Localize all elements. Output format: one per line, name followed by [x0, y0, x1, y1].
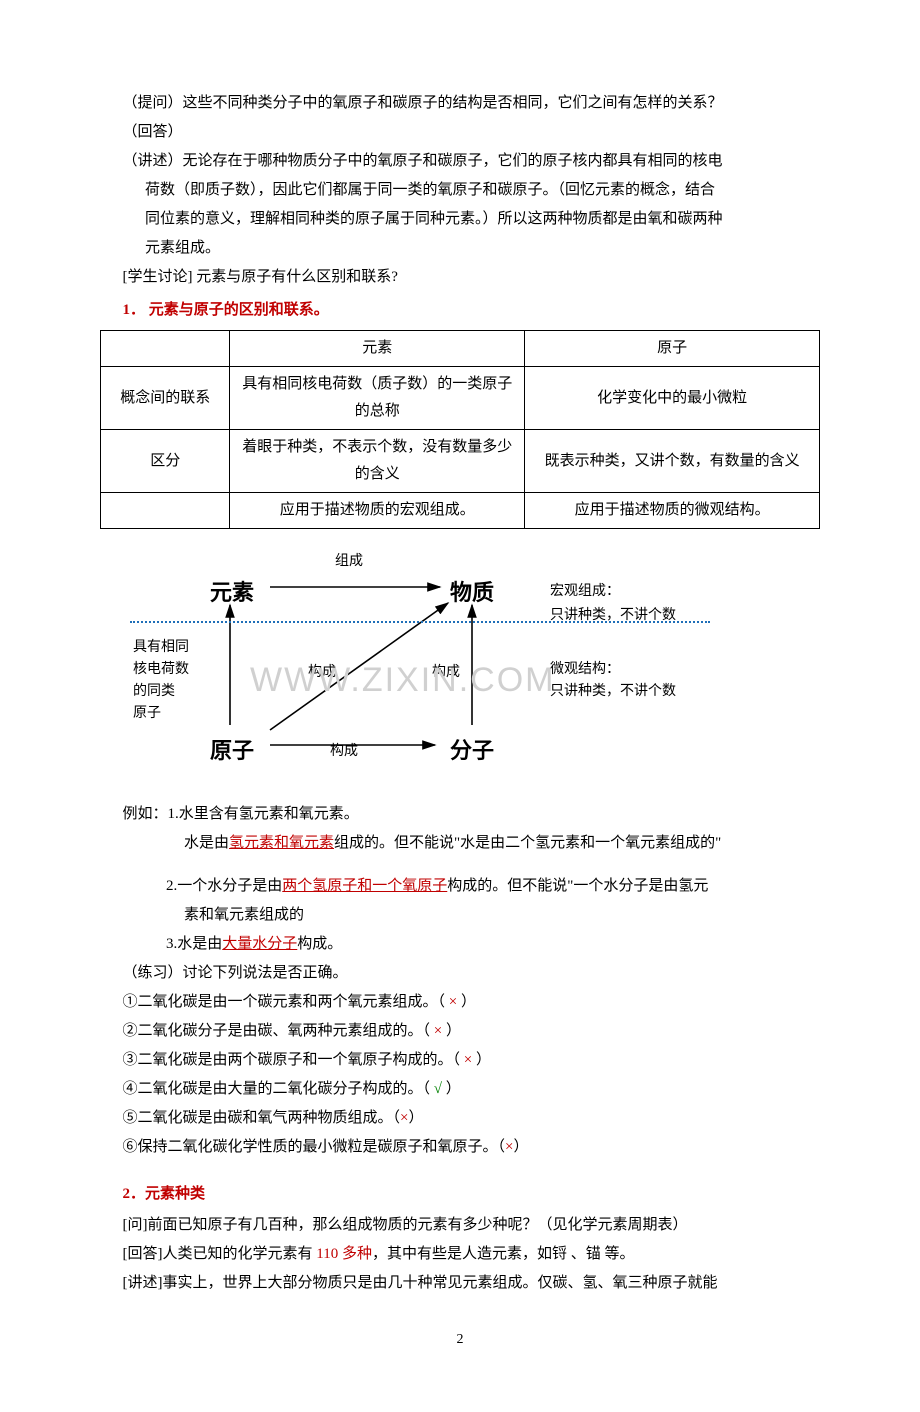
table-row-concept-label: 概念间的联系 — [101, 367, 230, 430]
example-3: 3.水是由大量水分子构成。 — [100, 931, 820, 958]
text: ①二氧化碳是由一个碳元素和两个氧元素组成。（ — [123, 994, 449, 1010]
diagram-label-zucheng-top: 组成 — [335, 549, 363, 574]
text: 构成的。但不能说"一个水分子是由氢元 — [447, 878, 708, 894]
diagram-left-text4: 原子 — [133, 701, 161, 726]
example-intro: 例如：1.水里含有氢元素和氧元素。 — [100, 801, 820, 828]
text: ③二氧化碳是由两个碳原子和一个氧原子构成的。（ — [123, 1052, 464, 1068]
example-2: 2.一个水分子是由两个氢原子和一个氧原子构成的。但不能说"一个水分子是由氢元 — [100, 873, 820, 900]
practice-item-2: ②二氧化碳分子是由碳、氧两种元素组成的。（ × ） — [100, 1018, 820, 1045]
diagram-node-element: 元素 — [210, 573, 254, 613]
text: ） — [513, 1139, 528, 1155]
diagram-label-goucheng-bottom: 构成 — [330, 739, 358, 764]
section2-question: [问]前面已知原子有几百种，那么组成物质的元素有多少种呢？（见化学元素周期表） — [100, 1212, 820, 1239]
practice-item-3: ③二氧化碳是由两个碳原子和一个氧原子构成的。（ × ） — [100, 1047, 820, 1074]
text: [回答]人类已知的化学元素有 — [123, 1246, 317, 1262]
text: ⑤二氧化碳是由碳和氧气两种物质组成。（ — [123, 1110, 401, 1126]
text: ） — [442, 1081, 461, 1097]
table-cell: 着眼于种类，不表示个数，没有数量多少的含义 — [230, 430, 525, 493]
table-cell: 具有相同核电荷数（质子数）的一类原子的总称 — [230, 367, 525, 430]
diagram-dotted-line — [130, 621, 710, 623]
diagram-right-micro-b: 只讲种类，不讲个数 — [550, 679, 676, 704]
text: ②二氧化碳分子是由碳、氧两种元素组成的。（ — [123, 1023, 434, 1039]
text: 3.水是由 — [166, 936, 222, 952]
question-para: （提问）这些不同种类分子中的氧原子和碳原子的结构是否相同，它们之间有怎样的关系？ — [100, 90, 820, 117]
red-text: 110 多种 — [316, 1246, 372, 1262]
page-number: 2 — [100, 1327, 820, 1352]
diagram-node-atom: 原子 — [210, 731, 254, 771]
text: 水是由 — [184, 835, 229, 851]
diagram-node-matter: 物质 — [450, 573, 494, 613]
text: ） — [472, 1052, 491, 1068]
text: ④二氧化碳是由大量的二氧化碳分子构成的。（ — [123, 1081, 434, 1097]
table-cell: 应用于描述物质的宏观组成。 — [230, 493, 525, 529]
text: ） — [457, 994, 476, 1010]
practice-item-1: ①二氧化碳是由一个碳元素和两个氧元素组成。（ × ） — [100, 989, 820, 1016]
underline-red: 氢元素和氧元素 — [229, 835, 334, 851]
practice-item-6: ⑥保持二氧化碳化学性质的最小微粒是碳原子和氧原子。（×） — [100, 1134, 820, 1161]
lecture-line4: 元素组成。 — [100, 235, 820, 262]
practice-title: （练习）讨论下列说法是否正确。 — [100, 960, 820, 987]
lecture-line1: （讲述）无论存在于哪种物质分子中的氧原子和碳原子，它们的原子核内都具有相同的核电 — [100, 148, 820, 175]
diagram-right-macro-a: 宏观组成： — [550, 579, 620, 604]
text: ） — [408, 1110, 423, 1126]
table-cell: 应用于描述物质的微观结构。 — [525, 493, 820, 529]
cross-icon: × — [449, 994, 457, 1010]
answer-para: （回答） — [100, 119, 820, 146]
text: ，其中有些是人造元素，如锊 、锚 等。 — [372, 1246, 635, 1262]
lecture-line3: 同位素的意义，理解相同种类的原子属于同种元素。）所以这两种物质都是由氧和碳两种 — [100, 206, 820, 233]
example-sub: 水是由氢元素和氧元素组成的。但不能说"水是由二个氢元素和一个氧元素组成的" — [100, 830, 820, 857]
table-cell: 化学变化中的最小微粒 — [525, 367, 820, 430]
diagram-node-molecule: 分子 — [450, 731, 494, 771]
practice-item-4: ④二氧化碳是由大量的二氧化碳分子构成的。（ √ ） — [100, 1076, 820, 1103]
table-header-atom: 原子 — [525, 331, 820, 367]
discussion-para: [学生讨论] 元素与原子有什么区别和联系? — [100, 264, 820, 291]
cross-icon: × — [464, 1052, 472, 1068]
comparison-table: 元素 原子 概念间的联系 具有相同核电荷数（质子数）的一类原子的总称 化学变化中… — [100, 330, 820, 529]
section2-answer: [回答]人类已知的化学元素有 110 多种，其中有些是人造元素，如锊 、锚 等。 — [100, 1241, 820, 1268]
diagram-right-macro-b: 只讲种类，不讲个数 — [550, 603, 676, 628]
text: 2.一个水分子是由 — [166, 878, 282, 894]
example-2b: 素和氧元素组成的 — [100, 902, 820, 929]
check-icon: √ — [434, 1081, 442, 1097]
cross-icon: × — [434, 1023, 442, 1039]
table-header-element: 元素 — [230, 331, 525, 367]
heading-2: 2．元素种类 — [100, 1181, 820, 1208]
text: 构成。 — [297, 936, 342, 952]
lecture-line2: 荷数（即质子数），因此它们都属于同一类的氧原子和碳原子。（回忆元素的概念，结合 — [100, 177, 820, 204]
watermark-text: WWW.ZIXIN.COM — [250, 650, 556, 711]
practice-item-5: ⑤二氧化碳是由碳和氧气两种物质组成。（×） — [100, 1105, 820, 1132]
text: 组成的。但不能说"水是由二个氢元素和一个氧元素组成的" — [334, 835, 721, 851]
table-row-diff-label: 区分 — [101, 430, 230, 493]
section2-lecture: [讲述]事实上，世界上大部分物质只是由几十种常见元素组成。仅碳、氢、氧三种原子就… — [100, 1270, 820, 1297]
text: ⑥保持二氧化碳化学性质的最小微粒是碳原子和氧原子。（ — [123, 1139, 506, 1155]
text: ） — [442, 1023, 461, 1039]
table-cell: 既表示种类，又讲个数，有数量的含义 — [525, 430, 820, 493]
underline-red: 两个氢原子和一个氧原子 — [282, 878, 447, 894]
heading-1: 1． 元素与原子的区别和联系。 — [100, 297, 820, 324]
underline-red: 大量水分子 — [222, 936, 297, 952]
concept-diagram: 元素 物质 原子 分子 组成 构成 构成 构成 具有相同 核电荷数 的同类 原子… — [130, 545, 770, 785]
